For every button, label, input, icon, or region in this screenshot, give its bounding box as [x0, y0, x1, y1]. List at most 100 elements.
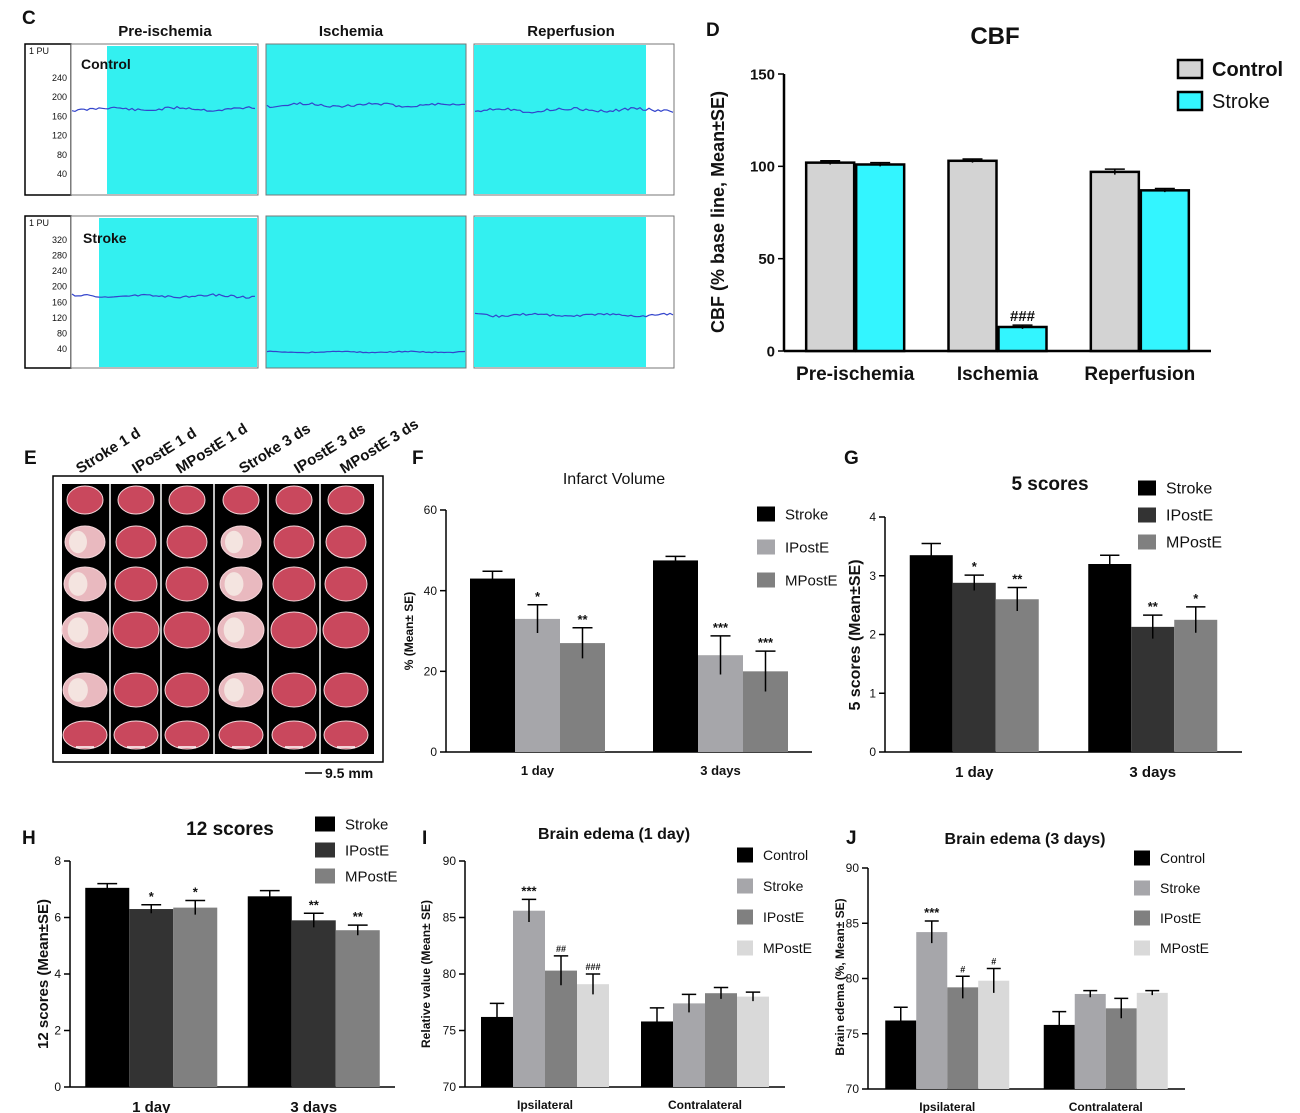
stroke-tick-200: 200 [52, 282, 67, 292]
chart-j-significance-label: # [960, 964, 965, 974]
chart-d-category-label: Reperfusion [1084, 364, 1195, 385]
chart-h-error-bar [97, 882, 118, 893]
chart-h-error-bar [141, 904, 162, 914]
chart-d-error-bar [870, 161, 891, 167]
infarct-area [67, 617, 89, 643]
chart-f-legend-label: Stroke [785, 506, 828, 523]
chart-i-error-bar [681, 993, 697, 1013]
brain-slice [62, 720, 108, 750]
chart-d-category-label: Ischemia [957, 364, 1039, 385]
chart-h-error-bar [347, 924, 368, 936]
chart-g-legend-label: IPostE [1166, 508, 1213, 525]
stroke-trace-ischemia [266, 350, 466, 354]
brain-slice [271, 672, 317, 708]
chart-g-significance-label: * [972, 559, 978, 574]
chart-i-bar [705, 993, 737, 1087]
stroke-tick-240: 240 [52, 266, 67, 276]
chart-j-bar [1074, 993, 1106, 1089]
chart-g-legend-swatch [1138, 534, 1156, 550]
chart-g-error-bar [1100, 554, 1120, 573]
control-reperfusion-fill [474, 45, 646, 194]
chart-h-bar [85, 887, 130, 1087]
stroke-tick-280: 280 [52, 251, 67, 261]
chart-i-significance-label: ## [556, 944, 566, 954]
control-unit-label: 1 PU [29, 46, 49, 56]
chart-j-category-label: Contralateral [1069, 1100, 1143, 1113]
chart-j-bar [947, 987, 979, 1089]
brain-slice [165, 566, 209, 602]
chart-h-legend-label: Stroke [345, 816, 388, 833]
chart-i-error-bar [585, 973, 601, 995]
chart-j-legend-swatch [1134, 910, 1150, 926]
chart-j-category-label: Ipsilateral [919, 1100, 975, 1113]
chart-i-legend-swatch [737, 847, 753, 863]
chart-g-bar [1088, 564, 1132, 752]
chart-h-bar [173, 907, 218, 1087]
chart-d-error-bar [1104, 168, 1125, 175]
chart-h-ylabel: 12 scores (Mean±SE) [35, 899, 52, 1049]
chart-h-legend-swatch [315, 868, 335, 884]
chart-h-ytick-label: 2 [54, 1024, 61, 1038]
chart-d-error-bar [1154, 187, 1175, 193]
chart-i-ytick-label: 75 [443, 1024, 457, 1038]
chart-g-bar [995, 599, 1039, 752]
chart-i-error-bar [713, 986, 729, 999]
chart-i-legend-swatch [737, 940, 753, 956]
chart-g-ytick-label: 3 [869, 569, 876, 583]
brain-slice [115, 525, 157, 559]
chart-f-error-bar [482, 570, 503, 586]
chart-g-error-bar [1007, 586, 1027, 611]
chart-d-ytick-label: 100 [750, 159, 775, 176]
stroke-axis-ticks: 320 280 240 200 160 120 80 40 [52, 235, 67, 354]
chart-g-ytick-label: 1 [869, 686, 876, 700]
chart-f-error-bar [755, 650, 776, 692]
chart-i-error-bar [489, 1002, 505, 1031]
stroke-row-label: Stroke [83, 230, 127, 246]
chart-d-category-label: Pre-ischemia [796, 364, 915, 385]
chart-j-bar [978, 980, 1010, 1089]
panel-label-h: H [22, 828, 36, 849]
chart-f-error-bar [665, 555, 686, 565]
chart-j-ylabel: Brain edema (%, Mean± SE) [833, 898, 847, 1055]
chart-h-bar [129, 909, 174, 1087]
chart-i-category-label: Ipsilateral [517, 1098, 573, 1112]
control-tick-200: 200 [52, 92, 67, 102]
phase-title-pre-ischemia: Pre-ischemia [118, 23, 212, 40]
brain-slice [324, 566, 368, 602]
chart-f-legend-swatch [757, 506, 775, 522]
chart-f-bar [515, 618, 560, 752]
chart-h-ytick-label: 8 [54, 854, 61, 868]
chart-j-bar [916, 932, 948, 1089]
brain-slice [272, 566, 316, 602]
chart-j-ytick-label: 80 [846, 972, 860, 986]
infarct-area [69, 530, 87, 554]
stroke-tick-80: 80 [57, 328, 67, 338]
chart-d-bar [947, 159, 998, 353]
control-tick-40: 40 [57, 169, 67, 179]
chart-h-legend-swatch [315, 842, 335, 858]
slice-column-label-6: MPostE 3 ds [337, 416, 422, 478]
chart-g-ytick-label: 2 [869, 628, 876, 642]
brain-slice [164, 720, 210, 750]
chart-i-bar [673, 1003, 705, 1087]
chart-d-legend-label: Stroke [1212, 91, 1270, 113]
chart-j-legend-label: MPostE [1160, 940, 1209, 956]
chart-j-brain-edema-3-days: Brain edema (3 days) Brain edema (%, Mean… [833, 831, 1209, 1113]
chart-g-significance-label: ** [1148, 599, 1159, 614]
chart-d-bar [1089, 170, 1141, 353]
chart-j-error-bar [1083, 989, 1098, 998]
chart-j-error-bar [893, 1006, 908, 1034]
brain-slice [273, 525, 315, 559]
control-ischemia-fill [265, 43, 467, 196]
chart-h-significance-label: ** [353, 909, 364, 924]
stroke-tick-40: 40 [57, 344, 67, 354]
chart-h-legend-label: MPostE [345, 868, 398, 885]
chart-j-bar [1136, 992, 1168, 1089]
control-trace-ischemia [266, 101, 466, 109]
brain-slice [218, 720, 264, 750]
chart-h-ytick-label: 0 [54, 1080, 61, 1094]
panel-label-d: D [706, 20, 720, 41]
chart-j-error-bar [924, 920, 939, 944]
